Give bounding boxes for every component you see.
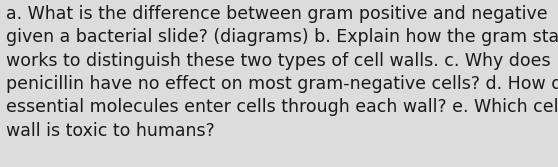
- Text: a. What is the difference between gram positive and negative
given a bacterial s: a. What is the difference between gram p…: [6, 5, 558, 140]
